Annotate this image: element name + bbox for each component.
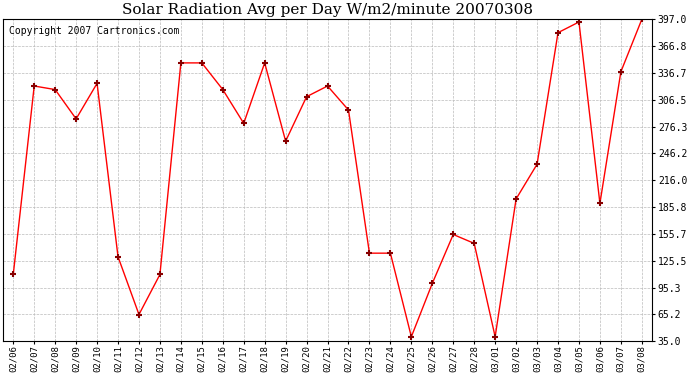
Text: Copyright 2007 Cartronics.com: Copyright 2007 Cartronics.com (9, 26, 179, 36)
Title: Solar Radiation Avg per Day W/m2/minute 20070308: Solar Radiation Avg per Day W/m2/minute … (122, 3, 533, 17)
